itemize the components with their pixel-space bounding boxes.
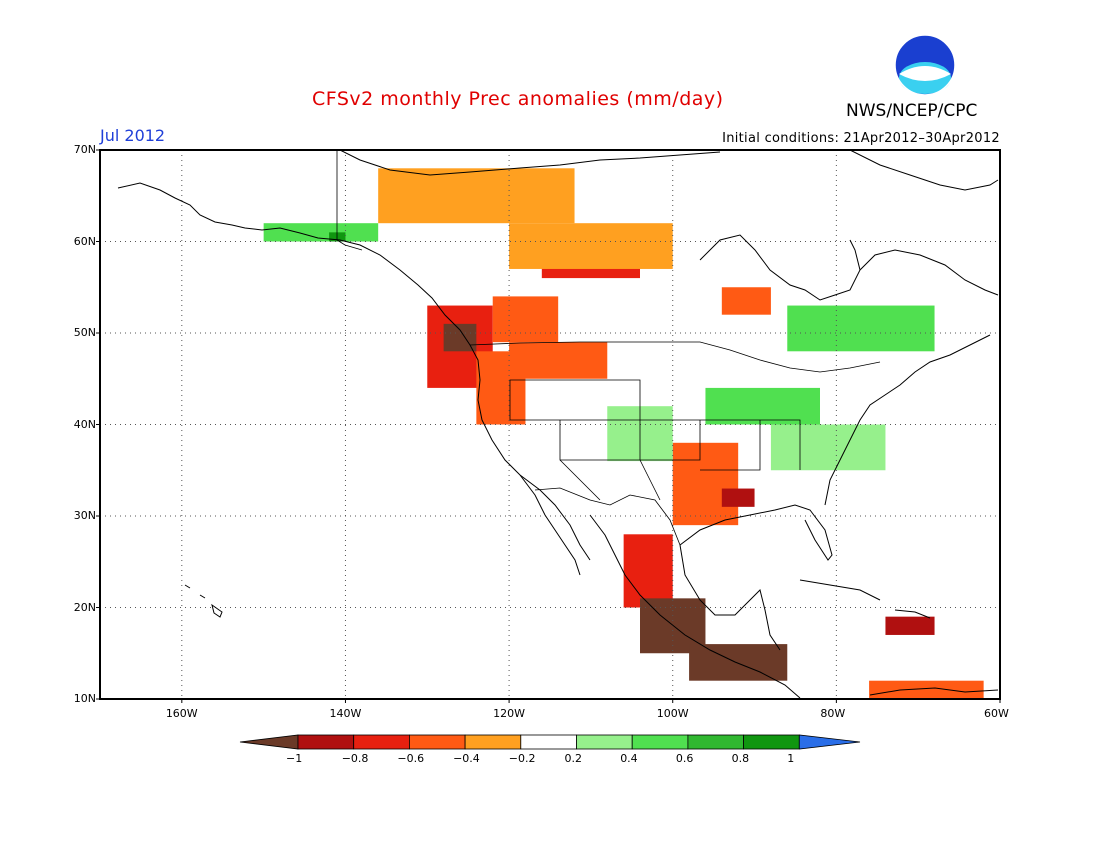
anomaly-cell-21 <box>869 680 984 699</box>
coastline-hispaniola <box>894 609 931 619</box>
colorbar-label: 0.4 <box>620 752 638 765</box>
colorbar-label: 0.8 <box>731 752 750 765</box>
colorbar-high-arrow <box>798 734 861 750</box>
lon-tick-label: 140W <box>329 707 362 720</box>
colorbar-segment-5 <box>576 734 633 750</box>
valid-month-label: Jul 2012 <box>100 126 166 145</box>
colorbar-segment-7 <box>687 734 745 750</box>
colorbar-label: 1 <box>787 752 795 765</box>
lon-tick-label: 80W <box>820 707 846 720</box>
colorbar-segment-4 <box>520 734 577 750</box>
anomaly-cell-8 <box>623 534 673 608</box>
colorbar-label: −1 <box>286 752 303 765</box>
colorbar <box>239 734 861 750</box>
chart-title: CFSv2 monthly Prec anomalies (mm/day) <box>312 88 724 110</box>
anomaly-cell-10 <box>689 644 788 681</box>
anomaly-cell-18 <box>787 305 935 352</box>
anomaly-field <box>263 168 984 699</box>
lon-tick-label: 60W <box>984 707 1009 720</box>
anomaly-cell-3 <box>492 296 559 343</box>
lat-tick-label: 20N <box>73 600 96 614</box>
colorbar-segment-1 <box>353 734 410 750</box>
coastline-hawaii <box>184 584 223 618</box>
coastline-mexico-west <box>589 514 801 699</box>
anomaly-cell-14 <box>263 223 379 242</box>
coastline-arctic <box>339 150 721 176</box>
anomaly-cell-17 <box>770 424 886 471</box>
anomaly-cell-12 <box>721 488 755 507</box>
coastline-caribbean-cuba <box>799 579 881 601</box>
colorbar-segment-3 <box>464 734 522 750</box>
lon-tick-label: 160W <box>165 707 198 720</box>
coastline-baja <box>519 474 581 576</box>
border-state-lines <box>509 379 801 501</box>
lat-tick-label: 30N <box>73 509 96 522</box>
colorbar-label: −0.8 <box>341 752 369 765</box>
coastline-alaska <box>117 182 591 561</box>
colorbar-segment-0 <box>297 734 355 750</box>
colorbar-label: 0.6 <box>675 752 694 765</box>
colorbar-label: −0.6 <box>397 752 425 765</box>
border-alaska-canada <box>336 150 363 251</box>
coastline-gulf <box>679 504 833 561</box>
coastline-yucatan <box>679 544 781 651</box>
anomaly-cell-6 <box>509 223 673 269</box>
border-us-mexico <box>534 487 681 546</box>
colorbar-segment-6 <box>631 734 689 750</box>
anomaly-cell-7 <box>378 168 575 224</box>
lat-tick-label: 10N <box>73 692 96 705</box>
lat-tick-label: 70N <box>73 143 96 156</box>
anomaly-cell-4 <box>509 342 608 379</box>
coastline-south-america <box>869 687 999 696</box>
agency-label: NWS/NCEP/CPC <box>846 101 978 121</box>
coastlines <box>117 150 999 699</box>
anomaly-cell-20 <box>885 616 935 635</box>
colorbar-label: −0.2 <box>508 752 536 765</box>
border-us-canada <box>469 341 881 373</box>
country-state-borders <box>336 150 881 546</box>
lat-tick-label: 50N <box>73 326 96 339</box>
graticule <box>100 150 1000 699</box>
anomaly-cell-11 <box>672 442 739 526</box>
noaa-logo-icon <box>894 34 956 96</box>
coastline-east <box>824 334 991 506</box>
anomaly-cell-13 <box>721 287 771 315</box>
coastline-labrador <box>859 249 999 296</box>
colorbar-segment-2 <box>408 734 466 750</box>
colorbar-low-arrow <box>239 734 299 750</box>
lon-tick-label: 120W <box>493 707 525 720</box>
lon-tick-label: 100W <box>656 707 689 720</box>
colorbar-label: −0.4 <box>453 752 480 765</box>
lat-tick-label: 40N <box>73 417 96 431</box>
colorbar-label: 0.2 <box>564 752 583 765</box>
colorbar-segment-8 <box>743 734 800 750</box>
anomaly-cell-16 <box>705 387 820 425</box>
lat-tick-label: 60N <box>73 234 96 248</box>
initial-conditions-label: Initial conditions: 21Apr2012–30Apr2012 <box>722 131 1000 146</box>
coastline-greenland <box>849 150 999 191</box>
